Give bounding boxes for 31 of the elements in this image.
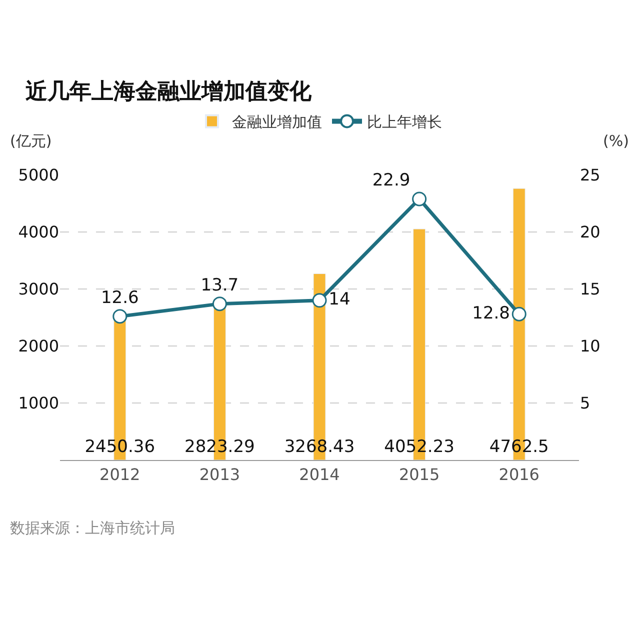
x-tick-label: 2016 <box>498 465 540 484</box>
source-note: 数据来源：上海市统计局 <box>10 519 175 537</box>
point <box>412 192 427 206</box>
y2-tick-label: 20 <box>580 222 600 242</box>
data-label: 22.9 <box>372 170 410 191</box>
x-tick-label: 2013 <box>199 465 240 484</box>
y-tick-label: 3000 <box>18 280 59 299</box>
point <box>512 306 526 322</box>
data-label: 12.6 <box>100 288 139 308</box>
y2-tick-label: 25 <box>580 166 600 185</box>
point <box>212 296 227 312</box>
point <box>112 309 128 324</box>
x-tick-label: 2012 <box>100 465 140 484</box>
chart-title: 近几年上海金融业增加值变化 <box>24 78 312 105</box>
y-axis-title: (亿元) <box>10 132 52 150</box>
y-tick-label: 2000 <box>18 336 59 356</box>
legend-label: 金融业增加值 <box>232 113 322 132</box>
legend-label: 比上年增长 <box>367 113 442 132</box>
y2-tick-label: 10 <box>580 336 600 356</box>
x-tick-label: 2015 <box>398 465 440 484</box>
y-tick-label: 5000 <box>18 166 59 185</box>
data-label: 13.7 <box>200 275 239 296</box>
y2-tick-label: 15 <box>580 280 600 299</box>
x-tick-label: 2014 <box>299 465 340 484</box>
data-label: 14 <box>328 290 350 310</box>
y2-axis-title: (%) <box>603 132 629 150</box>
point <box>312 293 327 308</box>
y-tick-label: 1000 <box>18 394 59 413</box>
y-tick-label: 4000 <box>18 222 59 242</box>
data-label: 12.8 <box>472 303 510 324</box>
y2-tick-label: 5 <box>580 394 590 413</box>
